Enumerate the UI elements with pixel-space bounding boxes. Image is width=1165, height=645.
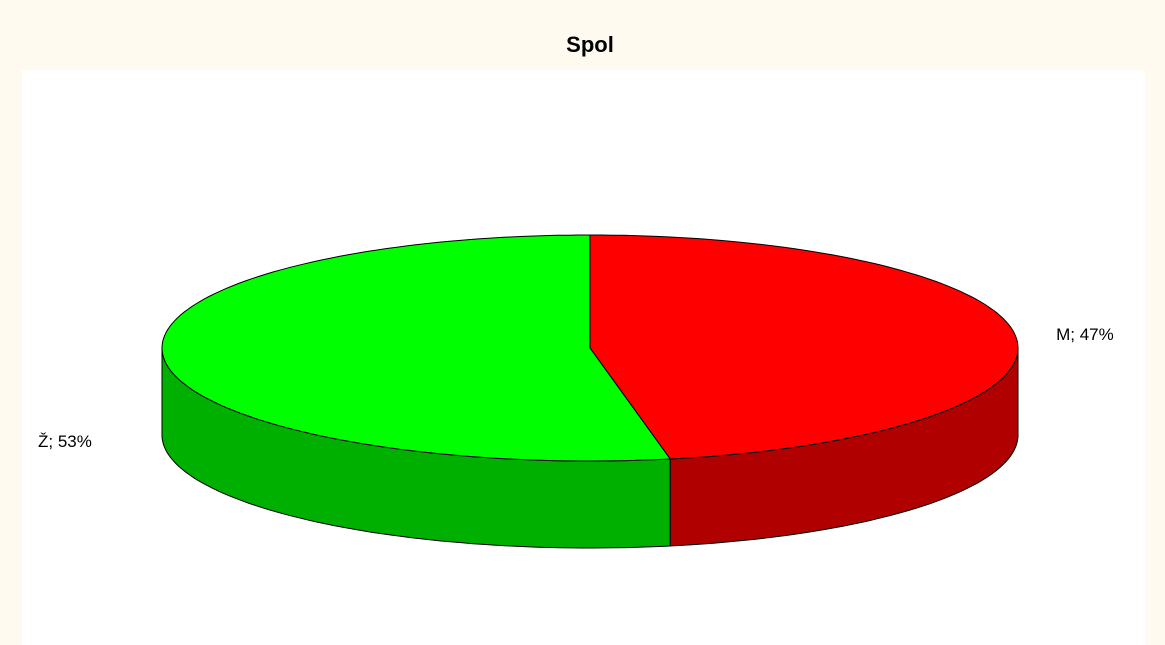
data-label: Ž; 53% (38, 432, 92, 451)
chart-title: Spol (566, 32, 614, 57)
pie-slice (161, 234, 672, 462)
data-label: M; 47% (1056, 325, 1114, 344)
pie-slice (589, 234, 1019, 460)
